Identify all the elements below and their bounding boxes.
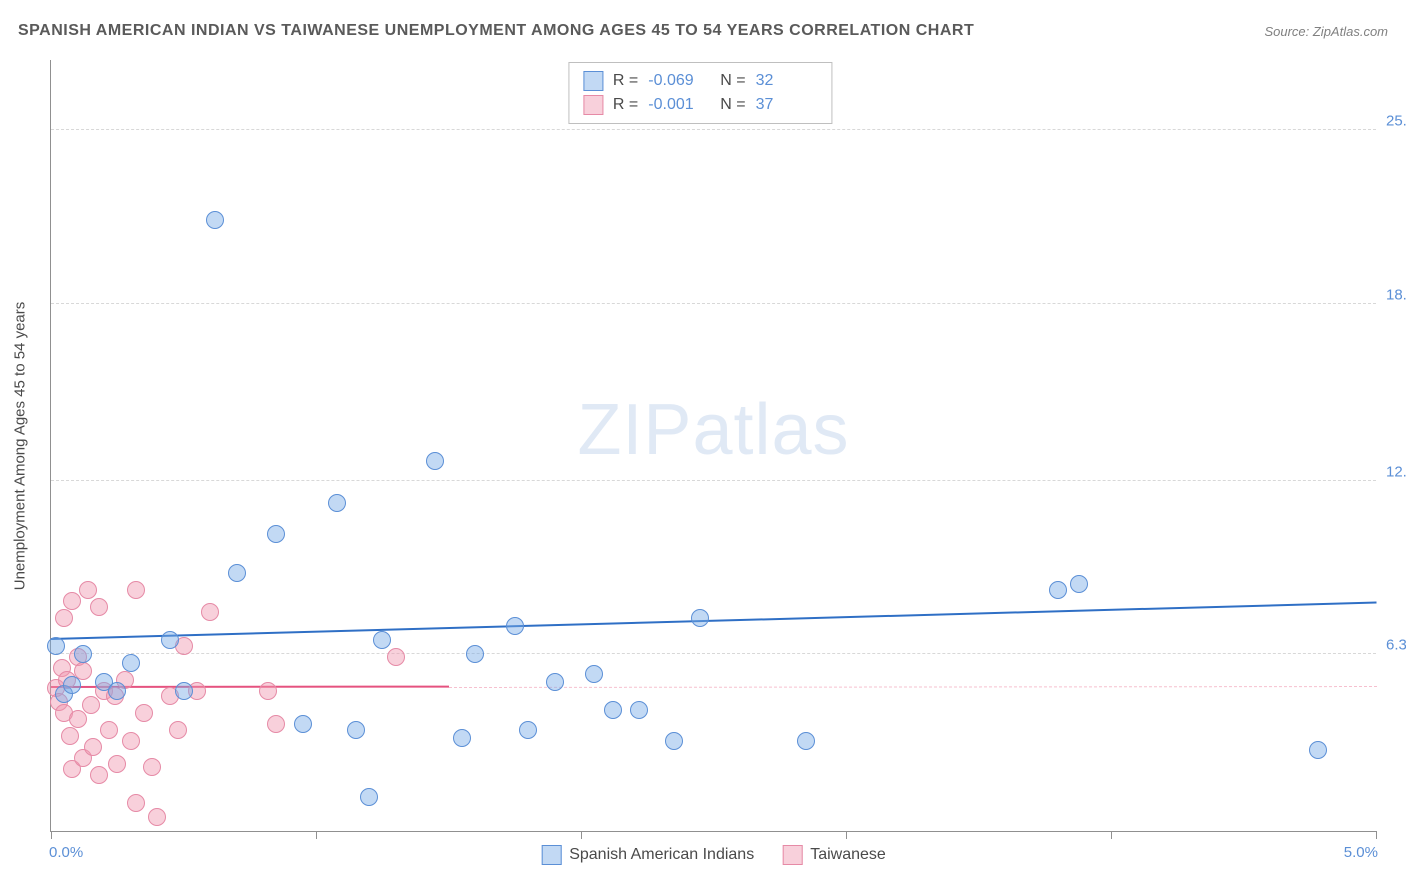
data-point-tw (84, 738, 102, 756)
swatch-tw (782, 845, 802, 865)
data-point-sai (1070, 575, 1088, 593)
x-axis-max: 5.0% (1344, 844, 1378, 861)
r-label: R = (613, 93, 638, 117)
data-point-sai (665, 732, 683, 750)
data-point-sai (63, 676, 81, 694)
r-label: R = (613, 69, 638, 93)
data-point-sai (206, 211, 224, 229)
data-point-sai (797, 732, 815, 750)
data-point-sai (267, 525, 285, 543)
data-point-sai (294, 715, 312, 733)
y-tick-label: 25.0% (1386, 113, 1406, 130)
data-point-tw (127, 581, 145, 599)
swatch-sai (541, 845, 561, 865)
data-point-tw (82, 696, 100, 714)
x-tick (846, 831, 847, 839)
legend-label: Spanish American Indians (569, 846, 754, 864)
x-tick (51, 831, 52, 839)
data-point-tw (79, 581, 97, 599)
gridline (51, 480, 1376, 481)
n-label: N = (720, 69, 745, 93)
stats-row-tw: R = -0.001 N = 37 (583, 93, 818, 117)
data-point-tw (127, 794, 145, 812)
data-point-tw (148, 808, 166, 826)
n-value-tw: 37 (756, 93, 818, 117)
x-tick (316, 831, 317, 839)
y-tick-label: 12.5% (1386, 463, 1406, 480)
plot-area: ZIPatlas R = -0.069 N = 32 R = -0.001 N … (50, 60, 1376, 832)
data-point-tw (122, 732, 140, 750)
data-point-tw (135, 704, 153, 722)
data-point-tw (69, 710, 87, 728)
data-point-sai (1049, 581, 1067, 599)
data-point-sai (519, 721, 537, 739)
data-point-tw (108, 755, 126, 773)
data-point-sai (546, 673, 564, 691)
data-point-sai (161, 631, 179, 649)
watermark: ZIPatlas (577, 389, 849, 471)
x-tick (1376, 831, 1377, 839)
data-point-tw (63, 592, 81, 610)
data-point-sai (373, 631, 391, 649)
gridline (51, 653, 1376, 654)
y-tick-label: 6.3% (1386, 637, 1406, 654)
chart-title: SPANISH AMERICAN INDIAN VS TAIWANESE UNE… (18, 22, 974, 40)
data-point-tw (90, 598, 108, 616)
n-value-sai: 32 (756, 69, 818, 93)
r-value-tw: -0.001 (648, 93, 710, 117)
data-point-sai (691, 609, 709, 627)
data-point-tw (61, 727, 79, 745)
data-point-sai (108, 682, 126, 700)
legend-label: Taiwanese (810, 846, 886, 864)
legend-item-sai: Spanish American Indians (541, 845, 754, 865)
data-point-sai (585, 665, 603, 683)
gridline (51, 303, 1376, 304)
x-tick (1111, 831, 1112, 839)
data-point-sai (604, 701, 622, 719)
y-axis-label: Unemployment Among Ages 45 to 54 years (12, 302, 29, 591)
n-label: N = (720, 93, 745, 117)
data-point-sai (228, 564, 246, 582)
data-point-sai (426, 452, 444, 470)
data-point-sai (1309, 741, 1327, 759)
data-point-sai (74, 645, 92, 663)
data-point-sai (328, 494, 346, 512)
data-point-sai (453, 729, 471, 747)
data-point-sai (466, 645, 484, 663)
data-point-sai (175, 682, 193, 700)
gridline (51, 129, 1376, 130)
data-point-tw (100, 721, 118, 739)
data-point-tw (143, 758, 161, 776)
series-legend: Spanish American Indians Taiwanese (541, 845, 886, 865)
data-point-sai (360, 788, 378, 806)
data-point-sai (630, 701, 648, 719)
data-point-sai (122, 654, 140, 672)
stats-row-sai: R = -0.069 N = 32 (583, 69, 818, 93)
swatch-tw (583, 95, 603, 115)
data-point-tw (55, 609, 73, 627)
data-point-tw (259, 682, 277, 700)
data-point-tw (387, 648, 405, 666)
data-point-tw (267, 715, 285, 733)
swatch-sai (583, 71, 603, 91)
correlation-stats-box: R = -0.069 N = 32 R = -0.001 N = 37 (568, 62, 833, 124)
data-point-tw (90, 766, 108, 784)
data-point-sai (47, 637, 65, 655)
x-axis-min: 0.0% (49, 844, 83, 861)
trend-line (448, 686, 1376, 688)
x-tick (581, 831, 582, 839)
data-point-tw (201, 603, 219, 621)
legend-item-tw: Taiwanese (782, 845, 886, 865)
r-value-sai: -0.069 (648, 69, 710, 93)
data-point-sai (506, 617, 524, 635)
data-point-tw (169, 721, 187, 739)
data-point-sai (347, 721, 365, 739)
trend-line (51, 602, 1376, 640)
source-attribution: Source: ZipAtlas.com (1264, 24, 1388, 39)
y-tick-label: 18.8% (1386, 286, 1406, 303)
